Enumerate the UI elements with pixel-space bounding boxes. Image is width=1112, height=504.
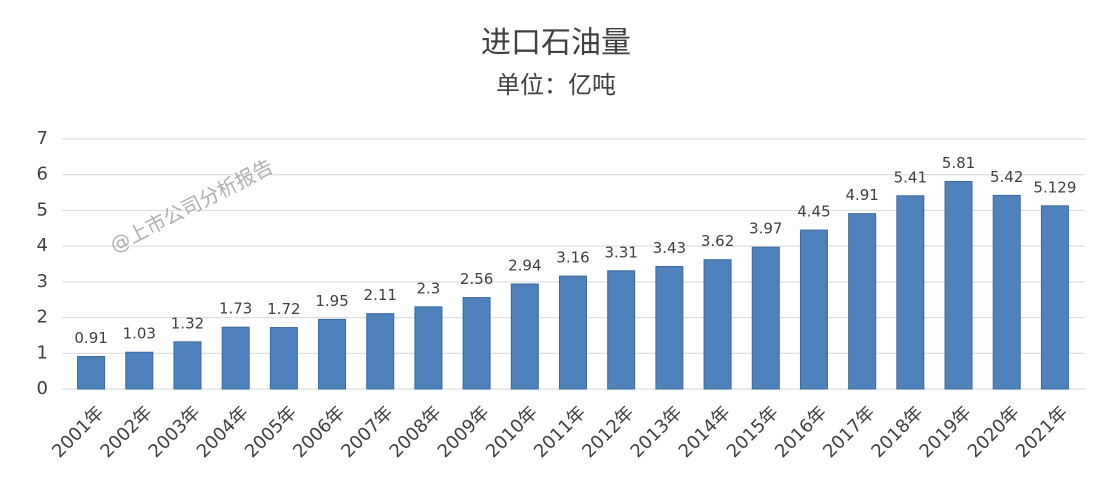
y-tick-label: 5 bbox=[37, 199, 48, 220]
x-tick-label: 2002年 bbox=[96, 402, 156, 462]
x-tick-label: 2015年 bbox=[723, 402, 783, 462]
value-label: 2.94 bbox=[508, 257, 541, 275]
y-tick-label: 3 bbox=[37, 271, 48, 292]
bar bbox=[559, 275, 587, 390]
y-tick-label: 6 bbox=[37, 164, 48, 185]
value-label: 3.97 bbox=[749, 220, 782, 238]
chart-title: 进口石油量 bbox=[481, 26, 631, 61]
value-label: 1.73 bbox=[219, 300, 252, 318]
value-label: 2.11 bbox=[364, 286, 397, 304]
y-tick-label: 7 bbox=[37, 128, 48, 149]
value-label: 1.03 bbox=[123, 325, 156, 343]
value-label: 1.32 bbox=[171, 314, 204, 332]
x-tick-label: 2018年 bbox=[867, 402, 927, 462]
x-tick-label: 2001年 bbox=[48, 402, 108, 462]
bar bbox=[607, 270, 636, 390]
bar bbox=[655, 266, 684, 390]
bar bbox=[173, 341, 202, 390]
bar bbox=[366, 313, 395, 390]
bar bbox=[77, 356, 106, 390]
bar bbox=[414, 306, 443, 390]
x-tick-label: 2014年 bbox=[675, 402, 735, 462]
value-label: 5.42 bbox=[990, 168, 1023, 186]
value-label: 5.81 bbox=[942, 154, 975, 172]
bar bbox=[1040, 205, 1069, 390]
x-tick-label: 2017年 bbox=[819, 402, 879, 462]
x-tick-label: 2019年 bbox=[916, 402, 976, 462]
value-label: 2.56 bbox=[460, 270, 493, 288]
x-tick-label: 2006年 bbox=[289, 402, 349, 462]
bar bbox=[510, 283, 539, 390]
value-label: 0.91 bbox=[74, 329, 107, 347]
value-label: 3.43 bbox=[653, 239, 686, 257]
bar bbox=[751, 246, 780, 390]
bar bbox=[992, 194, 1021, 390]
x-tick-label: 2016年 bbox=[771, 402, 831, 462]
y-tick-label: 0 bbox=[37, 378, 48, 399]
chart-subtitle: 单位：亿吨 bbox=[496, 71, 616, 99]
watermark: @上市公司分析报告 bbox=[106, 154, 277, 257]
bar bbox=[269, 327, 298, 390]
value-label: 5.129 bbox=[1033, 178, 1076, 196]
bar bbox=[848, 213, 877, 390]
x-tick-label: 2012年 bbox=[578, 402, 638, 462]
bar bbox=[125, 351, 154, 390]
bar bbox=[462, 297, 491, 390]
x-tick-label: 2009年 bbox=[434, 402, 494, 462]
x-tick-label: 2008年 bbox=[386, 402, 446, 462]
x-tick-label: 2021年 bbox=[1012, 402, 1072, 462]
value-label: 5.41 bbox=[894, 168, 927, 186]
x-tick-label: 2003年 bbox=[145, 402, 205, 462]
x-tick-label: 2010年 bbox=[482, 402, 542, 462]
bar bbox=[799, 229, 828, 390]
y-tick-label: 1 bbox=[37, 342, 48, 363]
x-tick-label: 2011年 bbox=[530, 402, 590, 462]
y-tick-label: 2 bbox=[37, 307, 48, 328]
bar bbox=[318, 318, 347, 390]
value-label: 4.91 bbox=[845, 186, 878, 204]
bar bbox=[221, 326, 250, 390]
x-tick-label: 2005年 bbox=[241, 402, 301, 462]
value-label: 1.95 bbox=[315, 292, 348, 310]
x-tick-label: 2004年 bbox=[193, 402, 253, 462]
value-label: 3.31 bbox=[604, 243, 637, 261]
value-label: 2.3 bbox=[416, 279, 440, 297]
value-label: 4.45 bbox=[797, 203, 830, 221]
bar bbox=[944, 181, 973, 390]
value-label: 1.72 bbox=[267, 300, 300, 318]
y-tick-label: 4 bbox=[37, 235, 48, 256]
x-tick-label: 2013年 bbox=[626, 402, 686, 462]
value-label: 3.62 bbox=[701, 232, 734, 250]
value-label: 3.16 bbox=[556, 249, 589, 267]
x-tick-label: 2020年 bbox=[964, 402, 1024, 462]
bar bbox=[896, 195, 925, 390]
x-tick-label: 2007年 bbox=[337, 402, 397, 462]
bar bbox=[703, 259, 732, 390]
